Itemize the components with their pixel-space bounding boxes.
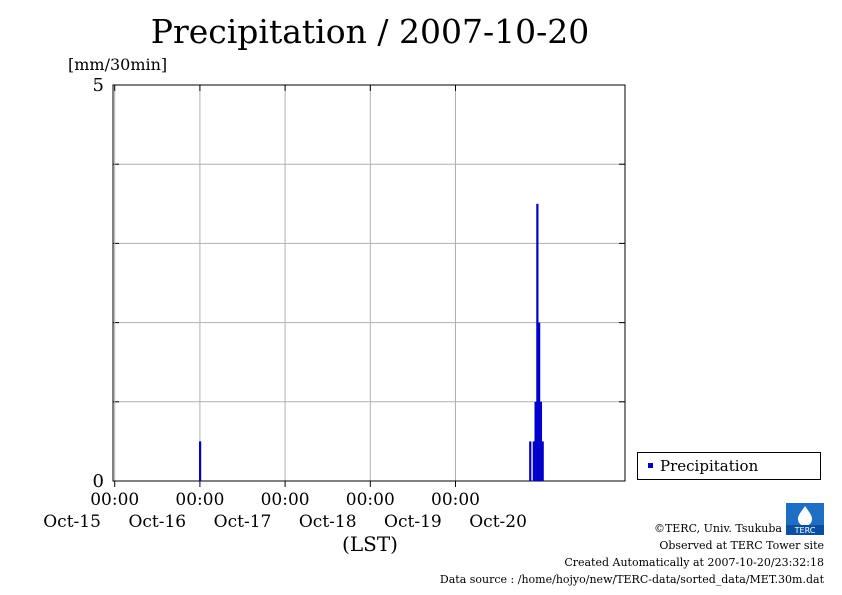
terc-logo: TERC [786,503,824,535]
x-tick-time: 00:00 [90,490,140,510]
x-tick-date: Oct-18 [298,512,357,532]
precip-bar [199,441,202,481]
precip-bar [539,401,543,481]
x-tick-date: Oct-17 [213,512,272,532]
precip-bar [532,441,535,481]
copyright-text: ©TERC, Univ. Tsukuba [653,522,782,535]
x-tick-date: Oct-20 [469,512,527,532]
svg-text:TERC: TERC [794,526,816,535]
x-tick-date: Oct-16 [128,512,187,532]
x-axis-unit: (LST) [342,532,398,556]
legend: Precipitation [637,452,821,480]
x-tick-time: 00:00 [260,490,310,510]
created-text: Created Automatically at 2007-10-20/23:3… [564,556,824,569]
precip-bar [529,441,532,481]
y-axis-unit: [mm/30min] [68,55,168,74]
chart-title: Precipitation / 2007-10-20 [150,12,590,51]
x-tick-date: Oct-15 [43,512,101,532]
precip-bar [541,441,544,481]
y-tick-min: 0 [92,471,104,492]
site-text: Observed at TERC Tower site [659,539,824,552]
precip-bar [538,322,541,481]
x-tick-time: 00:00 [175,490,225,510]
source-text: Data source : /home/hojyo/new/TERC-data/… [439,573,824,586]
legend-label: Precipitation [660,457,759,475]
x-tick-time: 00:00 [345,490,395,510]
x-tick-time: 00:00 [431,490,480,510]
legend-swatch [648,463,653,468]
y-tick-max: 5 [92,75,104,96]
x-tick-date: Oct-19 [384,512,442,532]
precip-bar [536,203,539,482]
precip-bar [534,401,537,481]
plot-frame [112,84,626,482]
